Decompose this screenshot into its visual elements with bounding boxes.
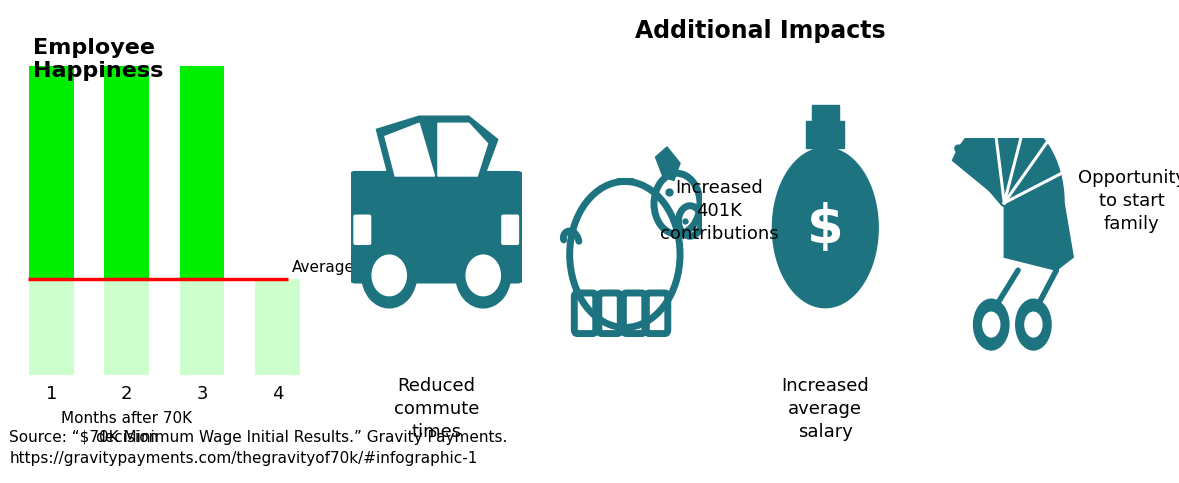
Text: 1: 1 bbox=[46, 385, 57, 403]
Polygon shape bbox=[437, 123, 488, 176]
Circle shape bbox=[1015, 298, 1052, 351]
Polygon shape bbox=[376, 116, 498, 179]
Bar bbox=[29, 279, 73, 375]
Polygon shape bbox=[953, 118, 1065, 203]
Polygon shape bbox=[772, 148, 878, 308]
Circle shape bbox=[466, 255, 500, 296]
Text: 2: 2 bbox=[121, 385, 132, 403]
Circle shape bbox=[973, 298, 1009, 351]
FancyBboxPatch shape bbox=[348, 171, 525, 284]
Text: Increased
401K
contributions: Increased 401K contributions bbox=[660, 179, 778, 242]
Polygon shape bbox=[1005, 203, 1073, 270]
Text: Months after 70K
decision: Months after 70K decision bbox=[61, 411, 192, 444]
Circle shape bbox=[1025, 312, 1042, 338]
Text: 3: 3 bbox=[196, 385, 208, 403]
Circle shape bbox=[982, 312, 1001, 338]
Polygon shape bbox=[384, 123, 435, 176]
Polygon shape bbox=[811, 105, 838, 123]
Circle shape bbox=[456, 243, 511, 308]
Text: Increased
average
salary: Increased average salary bbox=[782, 377, 869, 440]
Bar bbox=[179, 66, 224, 279]
Text: $: $ bbox=[806, 202, 844, 254]
Circle shape bbox=[362, 243, 416, 308]
Polygon shape bbox=[656, 147, 680, 181]
Bar bbox=[105, 279, 149, 375]
Polygon shape bbox=[806, 121, 844, 148]
Text: Employee
Happiness: Employee Happiness bbox=[33, 38, 164, 81]
Bar bbox=[255, 279, 299, 375]
Text: Reduced
commute
times: Reduced commute times bbox=[394, 377, 479, 440]
Bar bbox=[105, 66, 149, 279]
Circle shape bbox=[373, 255, 407, 296]
Bar bbox=[29, 66, 73, 279]
FancyBboxPatch shape bbox=[501, 214, 519, 245]
Bar bbox=[179, 279, 224, 375]
Text: Average: Average bbox=[291, 259, 355, 275]
Text: Opportunity
to start
family: Opportunity to start family bbox=[1078, 169, 1179, 233]
Text: 4: 4 bbox=[271, 385, 283, 403]
Text: Additional Impacts: Additional Impacts bbox=[635, 19, 885, 43]
Text: Source: “$70K Minimum Wage Initial Results.” Gravity Payments.
https://gravitypa: Source: “$70K Minimum Wage Initial Resul… bbox=[9, 430, 508, 466]
FancyBboxPatch shape bbox=[354, 214, 371, 245]
